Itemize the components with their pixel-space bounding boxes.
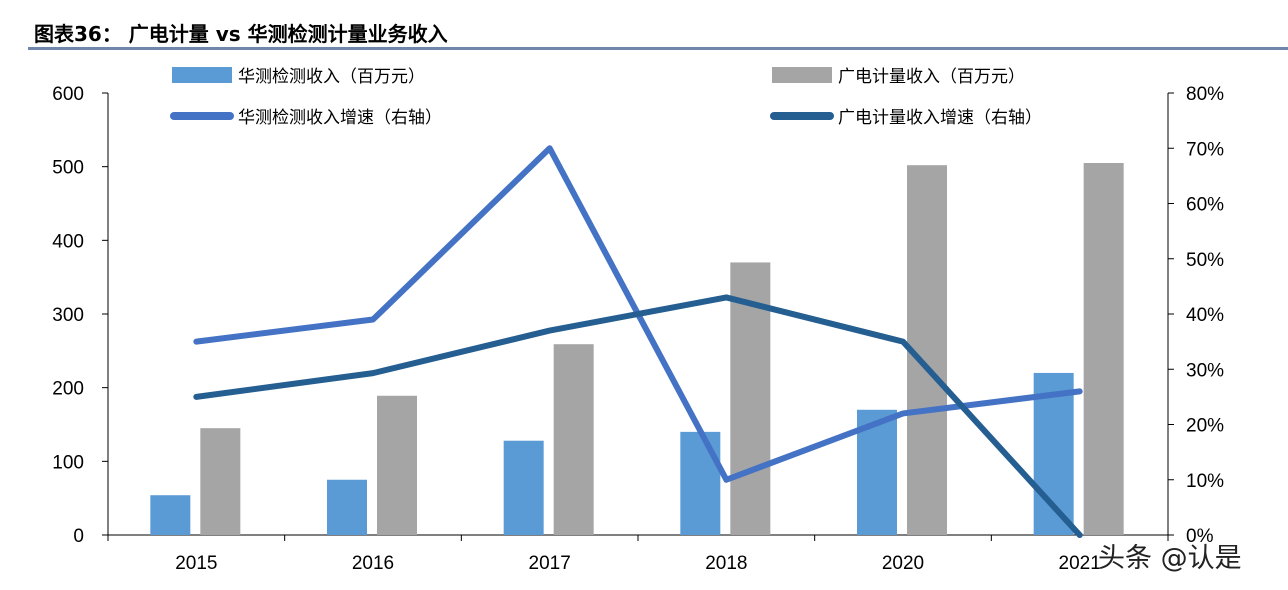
left-tick-label: 400: [52, 231, 84, 252]
x-tick-label: 2018: [705, 553, 747, 574]
watermark: 头条 @认是: [1098, 543, 1242, 574]
left-tick-label: 500: [52, 158, 84, 179]
bar-guangdian: [553, 344, 594, 535]
legend-label: 广电计量收入增速（右轴）: [838, 108, 1042, 128]
x-tick-label: 2021: [1059, 553, 1101, 574]
bar-huace: [327, 479, 367, 535]
right-tick-label: 60%: [1186, 195, 1224, 216]
right-tick-label: 0%: [1186, 526, 1214, 547]
bar-guangdian: [200, 428, 241, 535]
left-tick-label: 0: [73, 526, 84, 547]
title-divider: [28, 47, 1288, 50]
bar-huace: [503, 440, 544, 535]
x-tick-label: 2020: [882, 553, 924, 574]
legend-swatch: [172, 67, 232, 83]
right-tick-label: 20%: [1186, 416, 1224, 437]
legend-swatch: [772, 67, 832, 83]
x-tick-label: 2017: [529, 553, 571, 574]
left-tick-label: 300: [52, 305, 84, 326]
left-tick-label: 600: [52, 84, 84, 105]
left-tick-label: 100: [52, 452, 84, 473]
x-tick-label: 2016: [352, 553, 394, 574]
left-tick-label: 200: [52, 379, 84, 400]
legend-label: 华测检测收入增速（右轴）: [238, 108, 442, 128]
line-guangdian-growth: [193, 294, 1083, 538]
right-tick-label: 40%: [1186, 305, 1224, 326]
bar-huace: [680, 431, 721, 535]
right-tick-label: 50%: [1186, 250, 1224, 271]
bar-guangdian: [377, 395, 417, 535]
right-tick-label: 80%: [1186, 84, 1224, 105]
x-tick-label: 2015: [175, 553, 217, 574]
chart-title: 图表36： 广电计量 vs 华测检测计量业务收入: [34, 22, 448, 46]
right-tick-label: 70%: [1186, 139, 1224, 160]
bar-huace: [150, 495, 191, 535]
right-tick-label: 30%: [1186, 360, 1224, 381]
right-tick-label: 10%: [1186, 471, 1224, 492]
legend-label: 广电计量收入（百万元）: [838, 67, 1025, 87]
legend-label: 华测检测收入（百万元）: [238, 67, 425, 87]
bar-guangdian: [1083, 162, 1124, 535]
